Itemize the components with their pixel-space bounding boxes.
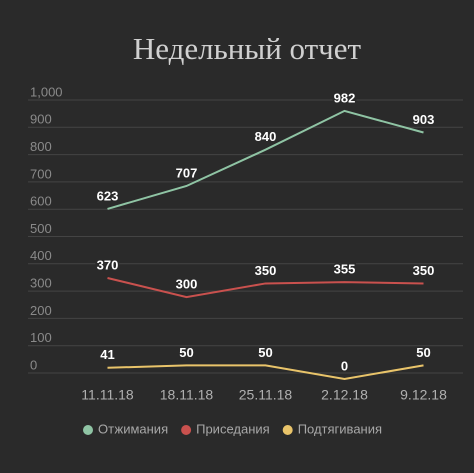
- legend-label: Отжимания: [98, 421, 168, 436]
- data-label: 300: [176, 277, 198, 292]
- x-tick-label: 11.11.18: [81, 387, 134, 403]
- y-tick-label: 700: [30, 166, 52, 181]
- data-label: 982: [334, 90, 356, 105]
- data-label: 623: [97, 188, 119, 203]
- y-tick-label: 0: [30, 357, 37, 372]
- y-tick-label: 100: [30, 330, 52, 345]
- x-tick-label: 18.11.18: [160, 387, 214, 403]
- x-tick-label: 9.12.18: [400, 387, 447, 403]
- legend-marker: [83, 425, 93, 435]
- data-label: 50: [258, 345, 272, 360]
- y-tick-label: 300: [30, 276, 52, 291]
- y-tick-label: 500: [30, 221, 52, 236]
- data-label: 903: [413, 112, 435, 127]
- line: [107, 277, 424, 299]
- chart-title: Недельный отчет: [133, 31, 362, 66]
- data-label: 355: [334, 262, 356, 277]
- y-tick-label: 1,000: [30, 84, 63, 99]
- data-label: 0: [341, 358, 348, 373]
- data-label: 707: [176, 165, 198, 180]
- data-label: 370: [97, 257, 119, 272]
- x-tick-label: 2.12.18: [321, 387, 368, 403]
- legend-label: Приседания: [196, 421, 270, 436]
- data-label: 350: [255, 263, 277, 278]
- legend-marker: [181, 425, 192, 435]
- data-label: 350: [413, 263, 435, 278]
- data-label: 50: [179, 345, 193, 360]
- y-tick-label: 600: [30, 194, 52, 209]
- data-label: 50: [416, 345, 430, 360]
- y-tick-label: 900: [30, 112, 52, 127]
- data-label: 41: [100, 347, 114, 362]
- x-tick-label: 25.11.18: [239, 387, 293, 403]
- y-tick-label: 800: [30, 139, 52, 154]
- legend-label: Подтягивания: [298, 421, 382, 436]
- legend-marker: [282, 425, 293, 435]
- y-tick-label: 200: [30, 303, 52, 318]
- data-label: 840: [255, 129, 277, 144]
- line: [107, 364, 424, 381]
- y-tick-label: 400: [30, 248, 52, 263]
- line: [107, 109, 424, 210]
